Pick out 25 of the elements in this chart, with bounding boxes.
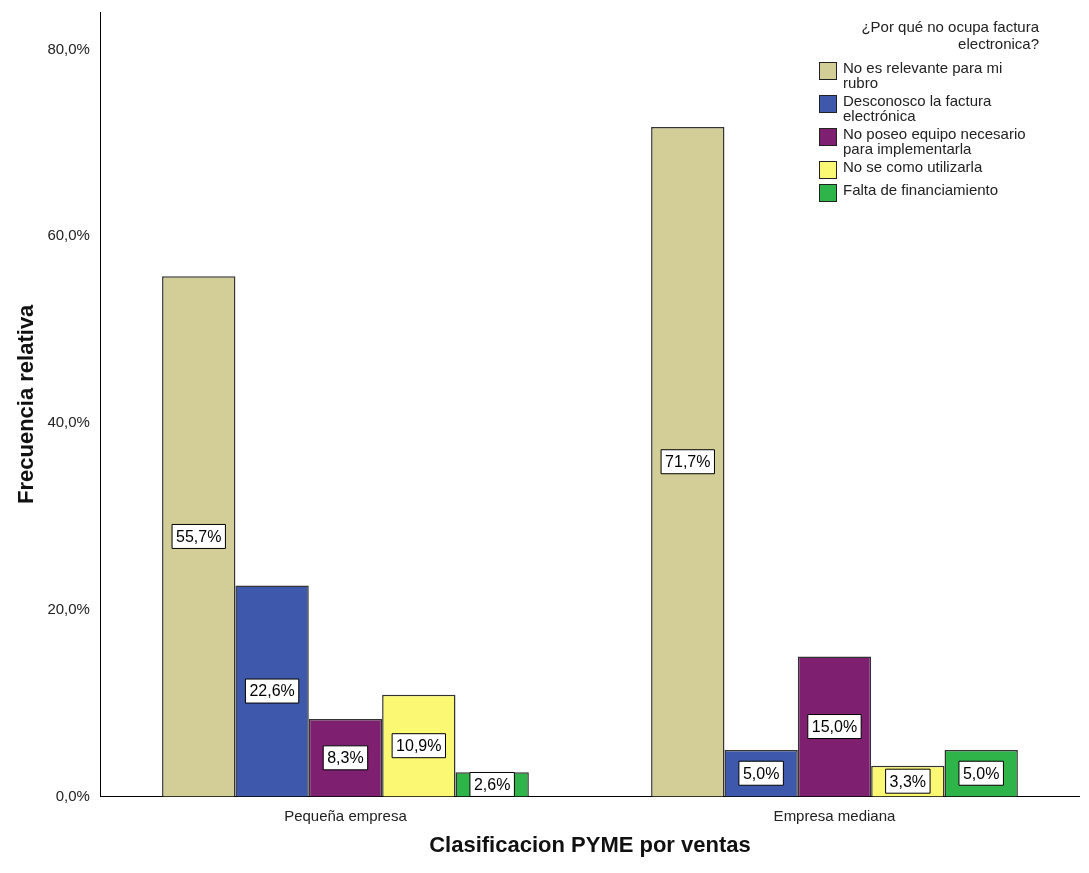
- y-tick-label: 20,0%: [47, 599, 90, 617]
- legend-label: No es relevante para mi rubro: [843, 59, 1004, 91]
- data-label: 5,0%: [962, 764, 1000, 782]
- y-tick-label: 60,0%: [47, 226, 90, 244]
- data-label: 3,3%: [889, 772, 927, 790]
- data-label: 2,6%: [473, 775, 511, 793]
- data-label: 71,7%: [665, 453, 711, 471]
- data-label: 55,7%: [176, 527, 222, 545]
- data-label: 10,9%: [396, 737, 442, 755]
- legend-label: Falta de financiamiento: [843, 181, 999, 198]
- x-tick-label: Empresa mediana: [773, 806, 896, 824]
- legend-label: No poseo equipo necesario para implementarla: [843, 125, 1027, 157]
- data-label: 15,0%: [811, 717, 858, 735]
- y-axis-title: Frecuencia relativa: [13, 303, 39, 504]
- legend-title: ¿Por qué no ocupa factura electronica?: [860, 18, 1039, 52]
- legend-label: Desconosco la factura electrónica: [843, 92, 993, 124]
- x-axis-title: Clasificacion PYME por ventas: [429, 831, 751, 857]
- legend-label: No se como utilizarla: [843, 158, 983, 175]
- y-tick-label: 0,0%: [55, 786, 90, 804]
- data-label: 8,3%: [327, 749, 364, 767]
- data-label: 22,6%: [249, 682, 295, 700]
- y-tick-label: 40,0%: [47, 413, 90, 431]
- x-tick-label: Pequeña empresa: [284, 806, 408, 824]
- y-tick-label: 80,0%: [47, 39, 90, 57]
- data-label: 5,0%: [742, 764, 780, 782]
